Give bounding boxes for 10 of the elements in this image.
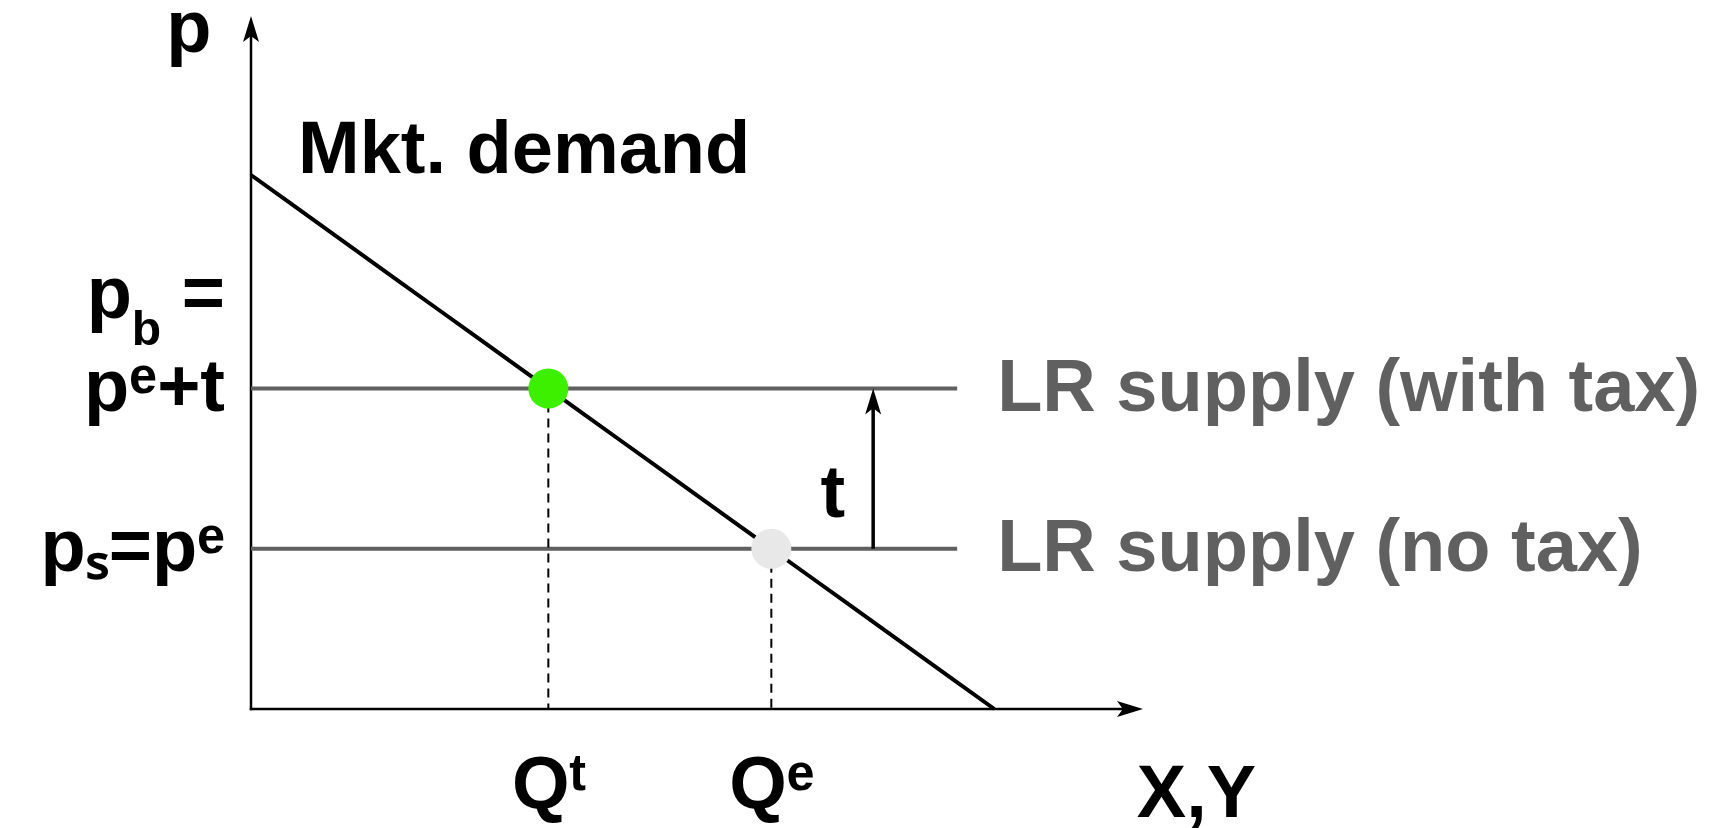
x-tick-label: Qᵉ	[729, 740, 815, 824]
series-label: LR supply (with tax)	[997, 343, 1701, 427]
annotation: t	[820, 449, 846, 533]
series-label: Mkt. demand	[298, 106, 751, 189]
series-label: LR supply (no tax)	[997, 503, 1643, 587]
x-tick-label: Qᵗ	[512, 740, 586, 824]
y-axis-title: p	[166, 0, 212, 68]
text: p$_{b}$ = pᵉ+t	[84, 251, 225, 427]
x-axis-title: X,Y	[1136, 749, 1257, 828]
text: pₛ=pᵉ	[40, 504, 225, 587]
